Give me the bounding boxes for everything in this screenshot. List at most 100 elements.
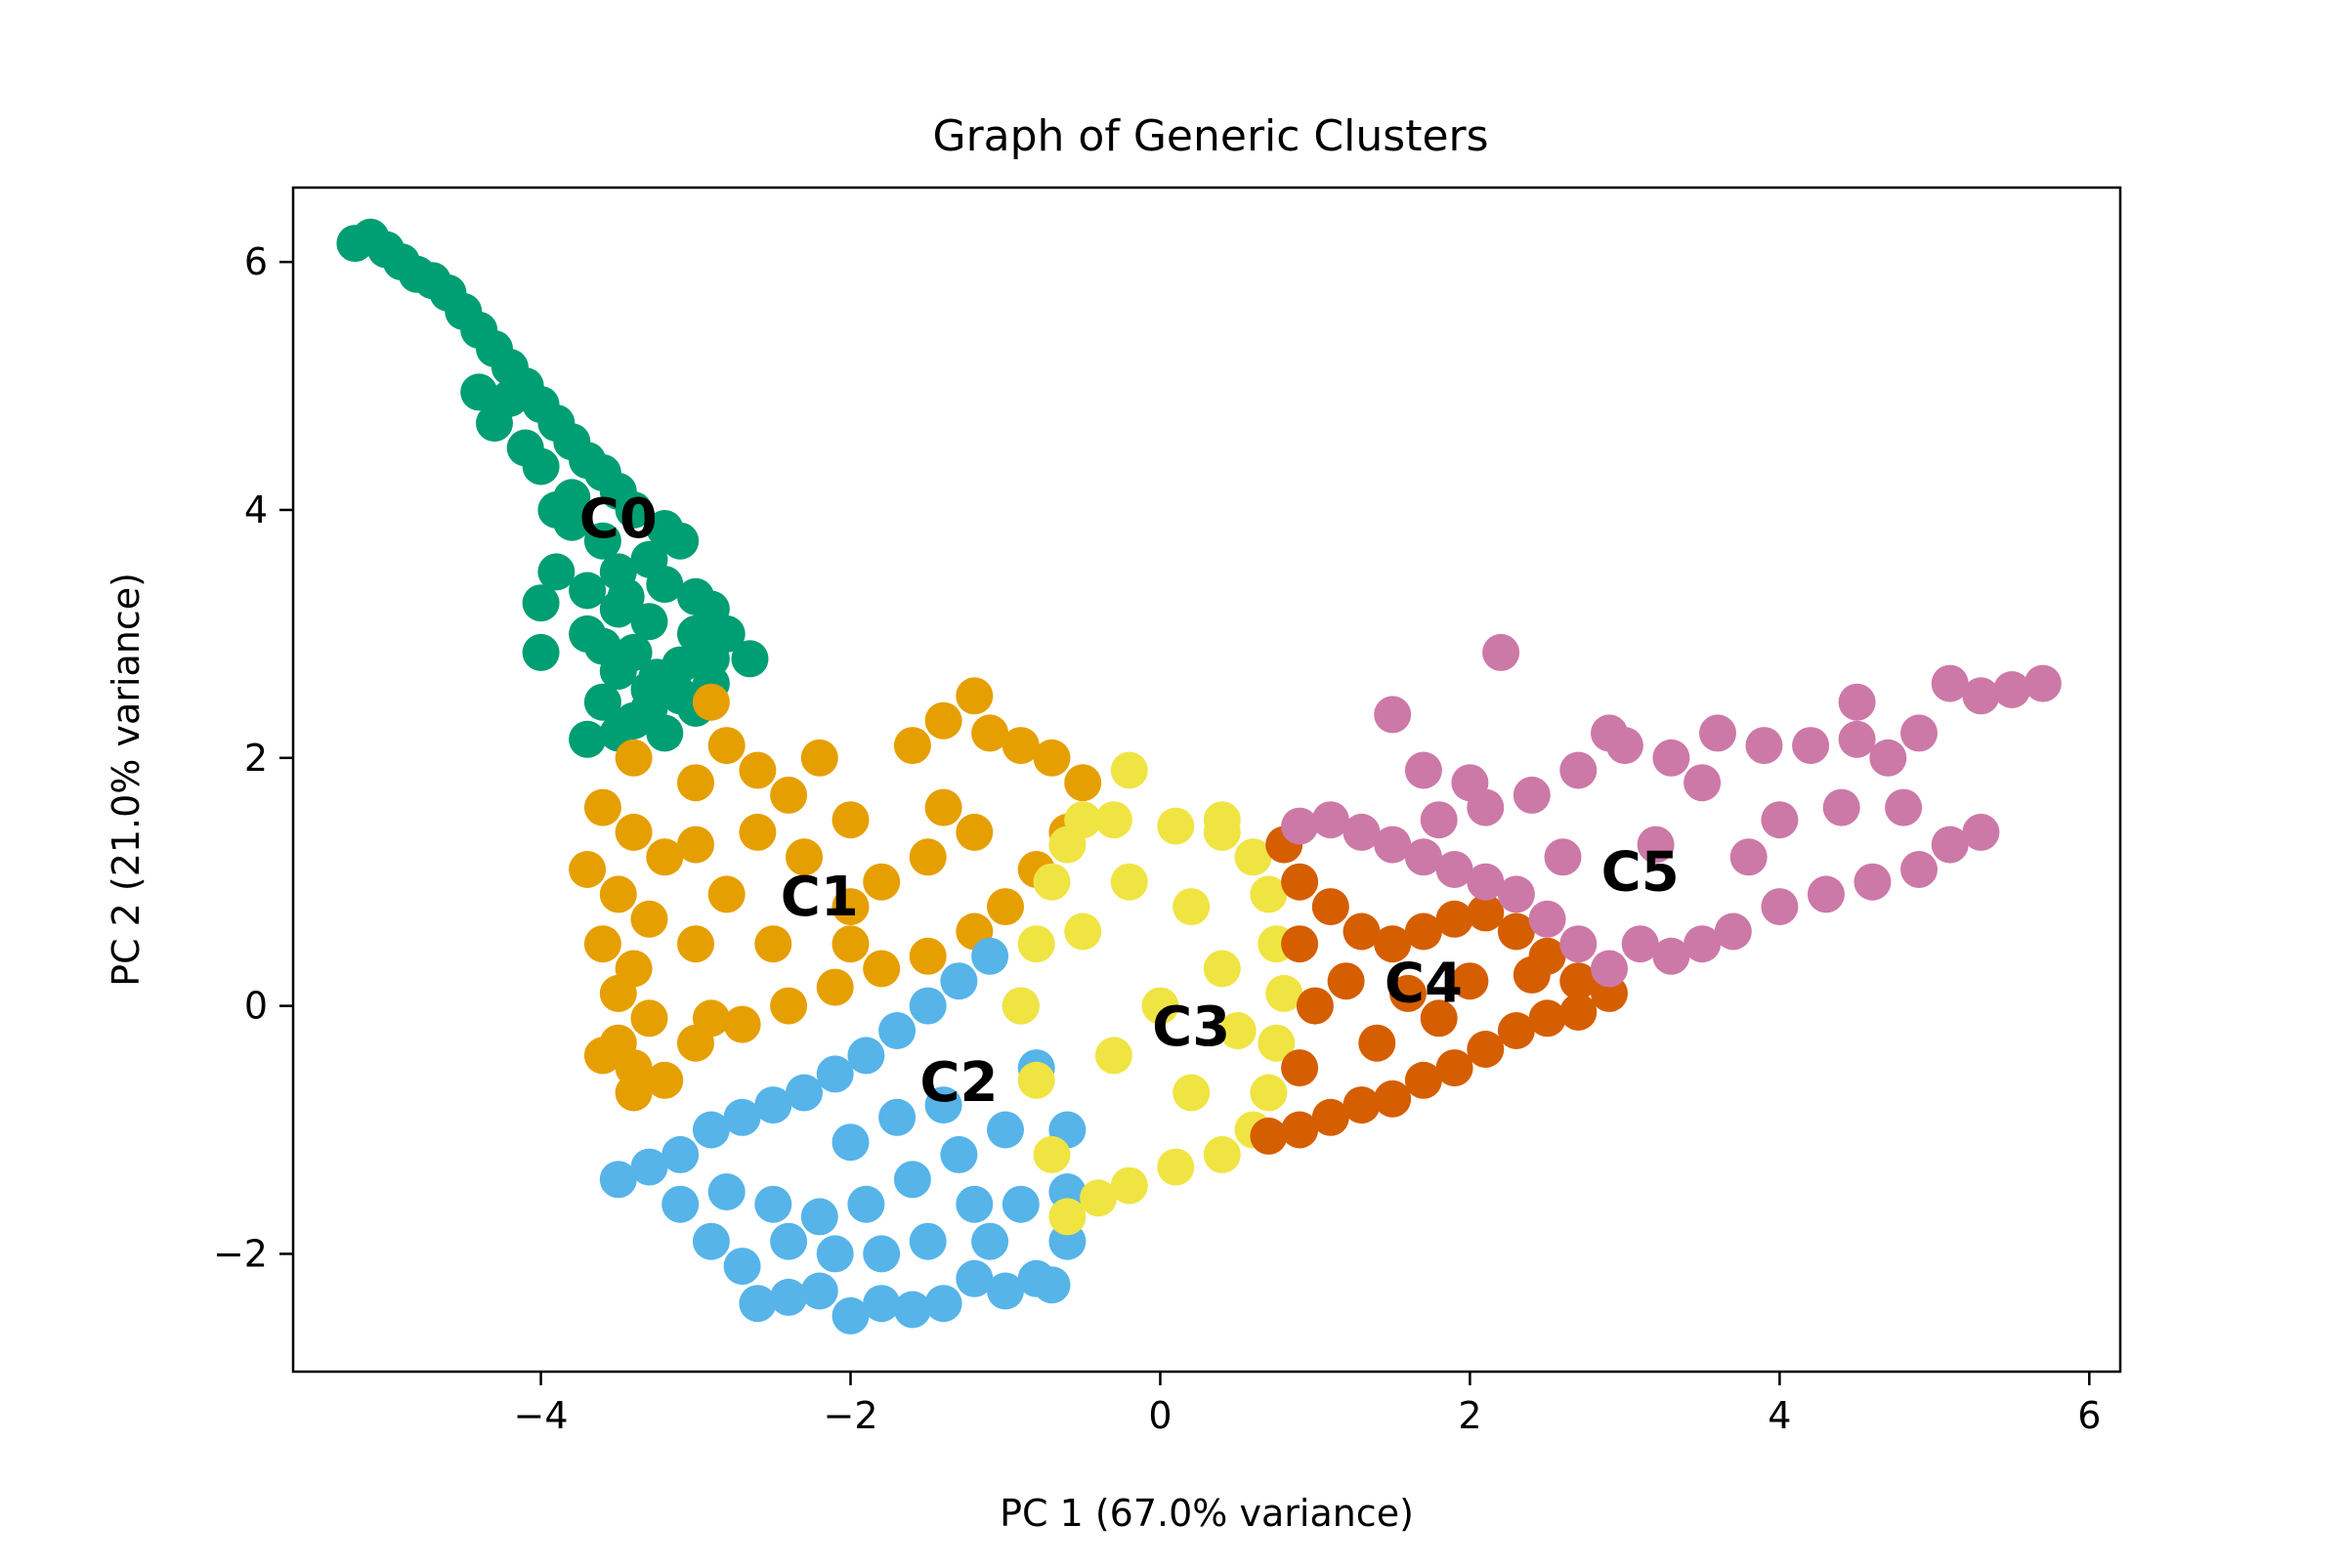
data-point — [1528, 999, 1566, 1038]
data-point — [661, 522, 700, 560]
data-point — [692, 640, 730, 678]
data-point — [1900, 714, 1938, 752]
data-point — [1467, 1031, 1505, 1068]
data-point — [1296, 987, 1334, 1025]
data-point — [893, 1291, 931, 1329]
data-point — [1064, 764, 1102, 802]
data-point — [924, 788, 962, 826]
data-point — [831, 1123, 870, 1162]
data-point — [1591, 950, 1628, 988]
data-point — [1652, 739, 1690, 777]
data-point — [1343, 813, 1381, 851]
data-point — [1885, 788, 1923, 826]
data-point — [940, 1135, 978, 1173]
data-point — [1203, 801, 1241, 839]
data-point — [630, 690, 668, 727]
cluster-label-c4: C4 — [1385, 953, 1463, 1016]
cluster-c0-points — [336, 218, 769, 758]
data-point — [1854, 863, 1892, 901]
cluster-label-c2: C2 — [919, 1051, 998, 1115]
data-point — [1234, 838, 1272, 876]
data-point — [661, 1185, 700, 1223]
data-point — [754, 1185, 792, 1223]
data-point — [599, 1161, 637, 1199]
data-point — [1869, 739, 1907, 777]
data-point — [987, 1272, 1024, 1310]
data-point — [646, 838, 684, 876]
y-tick-label: −2 — [213, 1232, 268, 1275]
data-point — [831, 1296, 870, 1335]
data-point — [1250, 875, 1288, 913]
data-point — [1374, 1080, 1412, 1118]
data-point — [987, 1111, 1024, 1149]
data-point — [987, 888, 1024, 926]
data-point — [1033, 739, 1071, 777]
data-point — [739, 813, 777, 851]
data-point — [863, 863, 901, 901]
data-point — [770, 1222, 808, 1260]
data-point — [1513, 776, 1551, 814]
data-point — [1172, 888, 1211, 926]
data-point — [1002, 727, 1040, 765]
data-point — [707, 875, 746, 913]
data-point — [723, 1098, 761, 1136]
cluster-label-c0: C0 — [579, 487, 658, 551]
data-point — [1203, 950, 1241, 988]
data-point — [1374, 826, 1412, 864]
cluster-c1-points — [569, 677, 1102, 1112]
cluster-label-c3: C3 — [1152, 996, 1230, 1059]
data-point — [1281, 925, 1319, 963]
data-point — [460, 373, 498, 411]
data-point — [1559, 925, 1598, 963]
data-point — [1792, 727, 1830, 765]
data-point — [1404, 1061, 1442, 1099]
data-point — [924, 1285, 962, 1323]
data-point — [800, 1198, 838, 1236]
y-tick-label: 0 — [244, 985, 268, 1028]
data-point — [1544, 838, 1582, 876]
data-point — [956, 677, 994, 715]
data-point — [1993, 671, 2031, 708]
data-point — [1962, 677, 2000, 715]
data-point — [1281, 1049, 1319, 1087]
data-point — [599, 875, 637, 913]
data-point — [924, 1086, 962, 1124]
data-point — [1203, 1135, 1241, 1173]
data-point — [1467, 894, 1505, 932]
cluster-c3-points — [1002, 751, 1303, 1236]
data-point — [1281, 807, 1319, 845]
data-point — [924, 701, 962, 740]
data-point — [1467, 863, 1505, 901]
data-point — [630, 999, 668, 1038]
data-point — [1591, 714, 1628, 752]
x-tick-label: −2 — [823, 1394, 877, 1437]
data-point — [522, 447, 560, 486]
data-point — [754, 925, 792, 963]
data-point — [1002, 987, 1040, 1025]
data-point — [583, 522, 621, 560]
data-point — [583, 1037, 621, 1075]
data-point — [878, 1012, 917, 1049]
data-point — [583, 788, 621, 826]
data-point — [707, 1173, 746, 1210]
points-layer — [336, 218, 2062, 1335]
data-point — [971, 937, 1009, 975]
y-axis-ticks: −2 0 2 4 6 — [213, 240, 293, 1275]
data-point — [1281, 863, 1319, 901]
data-point — [630, 900, 668, 938]
data-point — [583, 683, 621, 721]
data-point — [1110, 1166, 1148, 1205]
x-tick-label: 0 — [1148, 1394, 1172, 1437]
cluster-c2-points — [599, 937, 1087, 1335]
data-point — [1110, 751, 1148, 789]
data-point — [1435, 900, 1473, 938]
data-point — [816, 1235, 854, 1273]
data-point — [630, 1148, 668, 1186]
data-point — [1358, 1024, 1396, 1062]
data-point — [1761, 801, 1799, 839]
data-point — [1637, 826, 1675, 864]
data-point — [1513, 955, 1551, 994]
data-point — [692, 999, 730, 1038]
